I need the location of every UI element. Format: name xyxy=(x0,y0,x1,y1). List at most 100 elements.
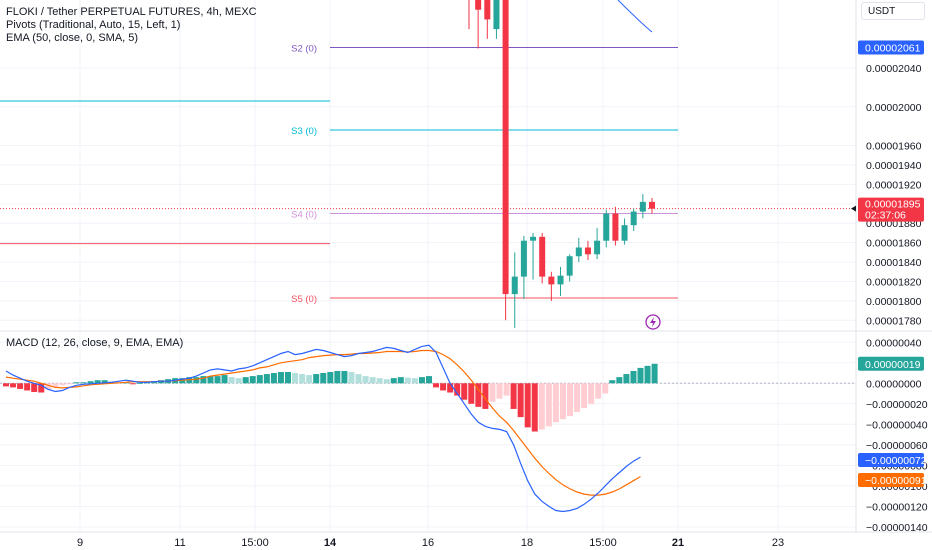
price-tick-label: 0.00001800 xyxy=(866,296,922,308)
flash-icon-bolt xyxy=(650,317,656,327)
candle-body xyxy=(530,236,537,241)
histogram-bar xyxy=(10,383,17,388)
histogram-bar xyxy=(136,382,143,384)
macd-value-badge-bg xyxy=(858,453,924,467)
histogram-bar xyxy=(228,377,235,384)
histogram-bar xyxy=(390,378,397,384)
candle-body xyxy=(484,0,491,20)
macd-value-badge: −0.00000072 xyxy=(865,455,927,467)
price-tick-label: 0.00001840 xyxy=(866,257,922,269)
histogram-bar xyxy=(200,376,207,384)
candle-body xyxy=(520,240,527,277)
histogram-bar xyxy=(595,383,602,399)
histogram-bar xyxy=(270,373,277,384)
histogram-bar xyxy=(510,383,517,409)
histogram-bar xyxy=(447,383,454,393)
histogram-bar xyxy=(376,378,383,384)
price-tick-label: 0.00002040 xyxy=(866,63,922,75)
countdown-badge: 02:37:06 xyxy=(865,210,906,222)
histogram-bar xyxy=(17,383,24,389)
macd-tick-label: −0.00000120 xyxy=(866,501,928,513)
histogram-bar xyxy=(489,383,496,402)
histogram-bar xyxy=(538,383,545,430)
histogram-bar xyxy=(277,372,284,384)
histogram-bar xyxy=(588,383,595,404)
histogram-value-badge: 0.00000019 xyxy=(865,359,921,371)
histogram-bar xyxy=(433,383,440,388)
ema-legend: EMA (50, close, 0, SMA, 5) xyxy=(6,32,139,44)
histogram-bar xyxy=(559,383,566,420)
pivot-label-s5: S5 (0) xyxy=(291,294,317,305)
histogram-bar xyxy=(38,383,45,393)
macd-tick-label: −0.00000020 xyxy=(866,399,928,411)
time-tick-label: 15:00 xyxy=(589,537,617,549)
last-price-badge: 0.00001895 xyxy=(865,199,921,211)
histogram-bar xyxy=(306,375,313,384)
histogram-bar xyxy=(440,383,447,391)
histogram-bar xyxy=(482,383,489,409)
histogram-bar xyxy=(87,381,94,384)
pivot-levels: S2 (0) S3 (0) S4 (0) S5 (0) xyxy=(0,44,856,305)
histogram-bar xyxy=(644,365,651,384)
ema-line xyxy=(617,0,653,33)
histogram-bar xyxy=(383,379,390,384)
macd-tick-label: −0.00000060 xyxy=(866,440,928,452)
macd-histogram xyxy=(0,363,856,432)
histogram-bar xyxy=(235,378,242,384)
histogram-bar xyxy=(574,383,581,412)
histogram-bar xyxy=(80,382,87,384)
histogram-bar xyxy=(426,376,432,384)
time-tick-label: 16 xyxy=(422,537,434,549)
macd-line xyxy=(5,344,641,513)
price-tick-label: 0.00002000 xyxy=(866,102,922,114)
histogram-bar xyxy=(637,367,644,384)
pivot-label-s3: S3 (0) xyxy=(291,126,317,137)
histogram-bar xyxy=(517,383,524,418)
histogram-bar xyxy=(24,383,31,391)
histogram-bar xyxy=(45,383,52,390)
price-tick-label: 0.00001820 xyxy=(866,276,922,288)
histogram-bar xyxy=(524,383,531,428)
histogram-bar xyxy=(651,363,658,384)
histogram-bar xyxy=(411,378,418,384)
pivot-price-badge-bg xyxy=(858,40,924,55)
histogram-bar xyxy=(496,383,503,399)
histogram-bar xyxy=(207,376,214,384)
histogram-bar xyxy=(397,377,404,384)
histogram-bar xyxy=(52,383,59,388)
time-tick-label: 9 xyxy=(77,537,83,549)
histogram-bar xyxy=(242,377,249,384)
histogram-bar xyxy=(59,383,66,386)
histogram-bar xyxy=(454,383,461,396)
candle-body xyxy=(502,0,509,295)
histogram-bar xyxy=(369,377,376,384)
candle-body xyxy=(639,201,646,212)
candles xyxy=(468,0,655,329)
price-tick-label: 0.00001920 xyxy=(866,179,922,191)
histogram-bar xyxy=(129,383,136,385)
signal-value-badge-bg xyxy=(858,473,924,487)
pivot-price-badge: 0.00002061 xyxy=(865,43,921,55)
ema-segment xyxy=(617,0,653,33)
macd-tick-label: 0.00000000 xyxy=(866,378,922,390)
macd-tick-label: −0.00000140 xyxy=(866,522,928,534)
price-tick-label: 0.00001780 xyxy=(866,315,922,327)
candle-body xyxy=(548,276,555,285)
histogram-bar xyxy=(581,383,588,408)
symbol-title: FLOKI / Tether PERPETUAL FUTURES, 4h, ME… xyxy=(6,6,257,18)
histogram-bar xyxy=(461,383,468,400)
time-tick-label: 21 xyxy=(672,537,684,549)
candle-body xyxy=(575,247,582,257)
flash-icon[interactable] xyxy=(645,314,661,330)
currency-button[interactable]: USDT xyxy=(861,2,925,20)
histogram-bar xyxy=(263,374,270,384)
histogram-bar xyxy=(404,377,411,384)
price-tick-label: 0.00001960 xyxy=(866,141,922,153)
candle-body xyxy=(630,211,637,226)
histogram-bar xyxy=(567,383,573,417)
candle-body xyxy=(475,0,482,10)
candle-body xyxy=(584,247,591,255)
